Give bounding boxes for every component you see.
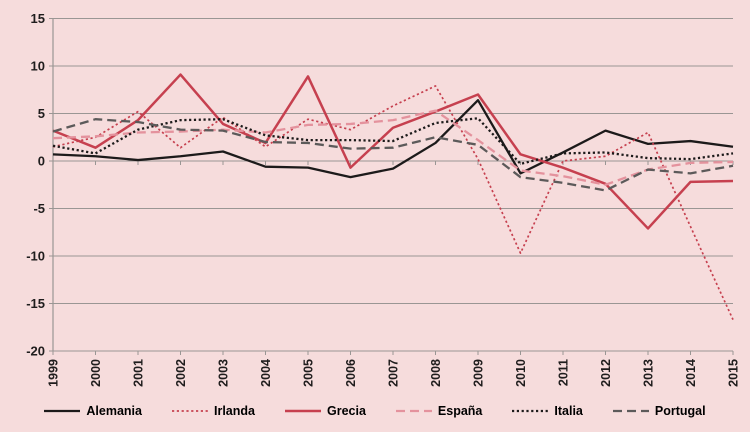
legend-item-grecia: Grecia: [285, 404, 366, 418]
y-tick-label: -15: [26, 296, 45, 311]
x-tick-label: 2002: [174, 359, 188, 387]
legend: Alemania Irlanda Grecia España Italia Portuga…: [0, 398, 750, 424]
y-tick-label: 10: [31, 59, 45, 74]
y-tick-label: 15: [31, 11, 45, 26]
legend-label: Grecia: [327, 404, 366, 418]
y-tick-label: -20: [26, 344, 45, 359]
legend-item-italia: Italia: [512, 404, 583, 418]
legend-line-sample: [285, 409, 321, 413]
legend-line-sample: [512, 409, 549, 413]
series-line-italia: [52, 117, 734, 166]
legend-item-irlanda: Irlanda: [172, 404, 255, 418]
x-tick-label: 2004: [259, 359, 273, 387]
legend-label: Italia: [554, 404, 583, 418]
legend-line-sample: [44, 409, 81, 413]
series-line-grecia: [52, 73, 734, 230]
x-tick-label: 2011: [557, 359, 571, 386]
legend-item-portugal: Portugal: [612, 404, 706, 418]
legend-item-españa: España: [395, 404, 483, 418]
x-tick-label: 2013: [642, 359, 656, 387]
x-tick-label: 2008: [429, 359, 443, 387]
x-tick-label: 2015: [727, 359, 741, 387]
y-tick-label: 5: [38, 106, 45, 121]
legend-label: España: [437, 404, 483, 418]
x-tick-label: 2014: [684, 359, 698, 387]
y-tick-label: -5: [33, 201, 45, 216]
x-tick-label: 2010: [514, 359, 528, 387]
legend-item-alemania: Alemania: [44, 404, 142, 418]
x-tick-label: 2006: [344, 359, 358, 387]
x-tick-label: 2001: [132, 359, 146, 387]
x-tick-label: 2009: [472, 359, 486, 387]
legend-label: Irlanda: [214, 404, 255, 418]
legend-label: Alemania: [86, 404, 142, 418]
x-tick-label: 2000: [89, 359, 103, 387]
x-tick-label: 2007: [387, 359, 401, 387]
legend-label: Portugal: [654, 404, 706, 418]
y-tick-label: -10: [26, 249, 45, 264]
legend-line-sample: [612, 409, 649, 413]
series-line-alemania: [52, 99, 734, 179]
series-line-portugal: [52, 118, 734, 192]
x-tick-label: 2012: [599, 359, 613, 387]
x-tick-label: 2003: [217, 359, 231, 387]
x-tick-label: 1999: [47, 359, 61, 387]
x-tick-label: 2005: [302, 359, 316, 387]
series-line-irlanda: [52, 85, 734, 321]
y-tick-label: 0: [38, 154, 45, 169]
legend-line-sample: [172, 410, 208, 412]
legend-line-sample: [395, 409, 432, 413]
series-line-españa: [52, 109, 734, 186]
